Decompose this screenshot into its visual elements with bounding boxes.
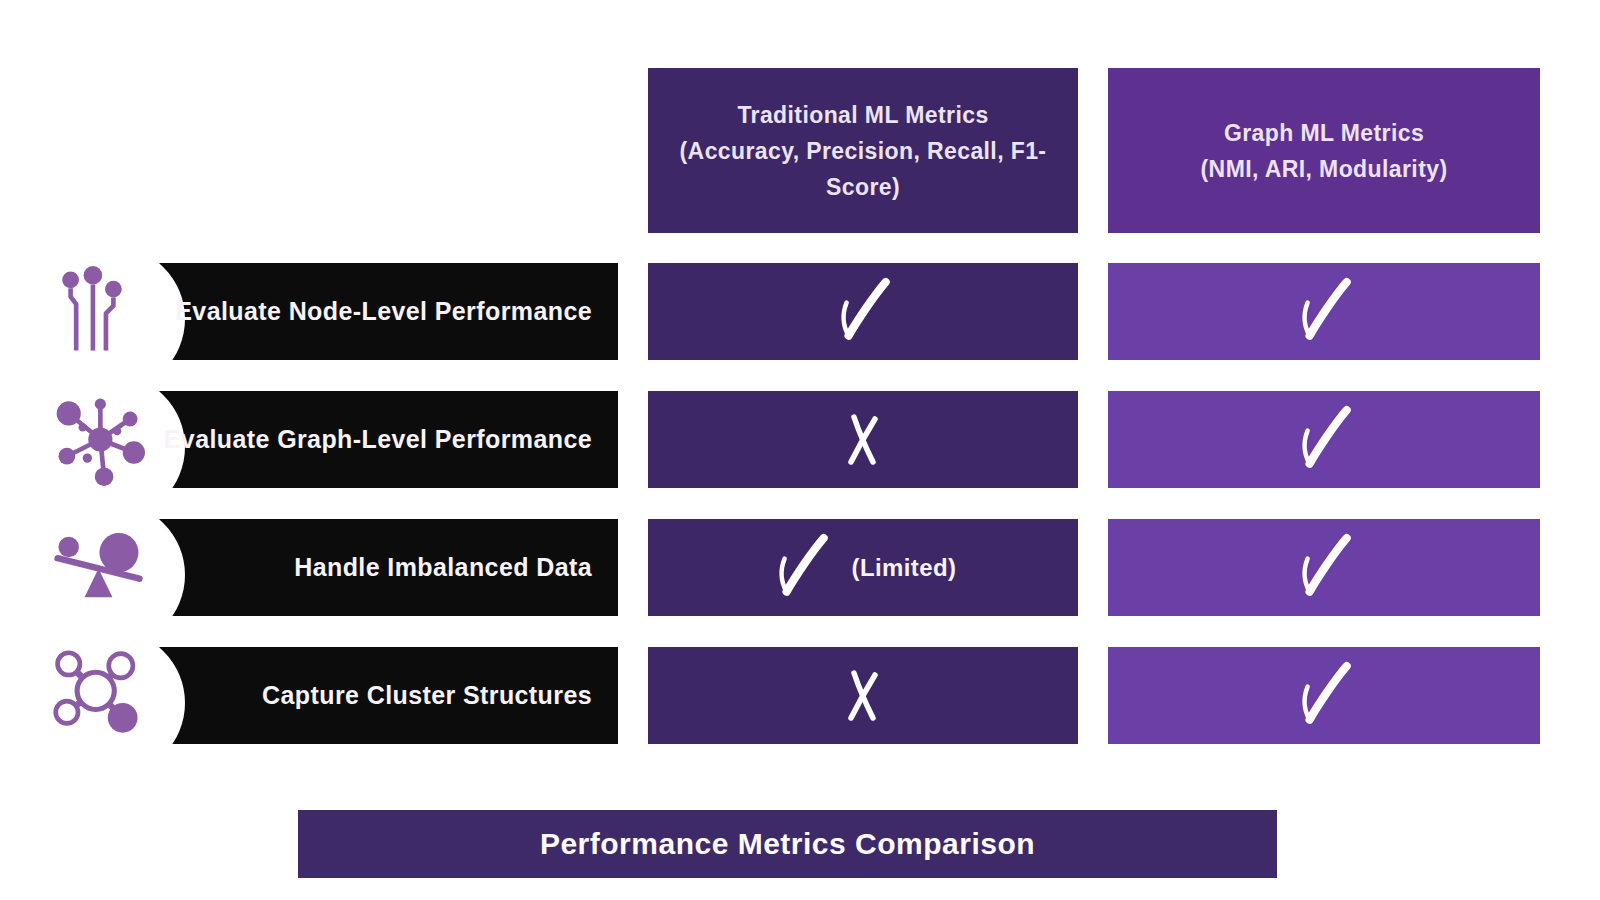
column-header-graph: Graph ML Metrics (NMI, ARI, Modularity) — [1108, 68, 1540, 233]
network-hub-icon — [52, 393, 145, 486]
cell-graph-graph-level — [1108, 391, 1540, 488]
node-branches-icon — [52, 265, 145, 358]
diagram-title: Performance Metrics Comparison — [540, 827, 1035, 861]
column-title: Traditional ML Metrics — [737, 97, 988, 133]
row-label-imbalanced-data: Handle Imbalanced Data — [100, 519, 618, 616]
x-mark-icon — [841, 666, 885, 726]
mark — [1293, 276, 1355, 348]
column-header-traditional: Traditional ML Metrics (Accuracy, Precis… — [648, 68, 1078, 233]
mark — [1293, 532, 1355, 604]
mark — [770, 532, 832, 604]
mark — [841, 410, 885, 470]
row-label-text: Evaluate Graph-Level Performance — [164, 425, 592, 454]
cell-graph-cluster-structures — [1108, 647, 1540, 744]
check-mark-icon — [770, 532, 832, 604]
x-mark-icon — [841, 410, 885, 470]
check-mark-icon — [1293, 404, 1355, 476]
mark — [1293, 404, 1355, 476]
row-label-text: Capture Cluster Structures — [262, 681, 592, 710]
cell-traditional-graph-level — [648, 391, 1078, 488]
diagram-title-bar: Performance Metrics Comparison — [298, 810, 1277, 878]
check-mark-icon — [832, 276, 894, 348]
mark — [841, 666, 885, 726]
row-label-text: Evaluate Node-Level Performance — [175, 297, 592, 326]
cell-traditional-node-level — [648, 263, 1078, 360]
check-mark-icon — [1293, 276, 1355, 348]
check-mark-icon — [1293, 660, 1355, 732]
cell-graph-imbalanced-data — [1108, 519, 1540, 616]
mark — [1293, 660, 1355, 732]
cluster-molecule-icon — [52, 649, 145, 742]
check-mark-icon — [1293, 532, 1355, 604]
row-label-cluster-structures: Capture Cluster Structures — [100, 647, 618, 744]
imbalance-scale-icon — [52, 521, 145, 614]
cell-traditional-imbalanced-data: (Limited) — [648, 519, 1078, 616]
row-label-graph-level: Evaluate Graph-Level Performance — [100, 391, 618, 488]
column-title: Graph ML Metrics — [1224, 115, 1424, 151]
row-label-node-level: Evaluate Node-Level Performance — [100, 263, 618, 360]
cell-graph-node-level — [1108, 263, 1540, 360]
column-subtitle: (Accuracy, Precision, Recall, F1-Score) — [672, 133, 1054, 205]
row-label-text: Handle Imbalanced Data — [294, 553, 592, 582]
limited-note: (Limited) — [852, 554, 957, 582]
column-subtitle: (NMI, ARI, Modularity) — [1201, 151, 1448, 187]
cell-traditional-cluster-structures — [648, 647, 1078, 744]
performance-metrics-comparison-diagram: Traditional ML Metrics (Accuracy, Precis… — [0, 0, 1600, 900]
mark — [832, 276, 894, 348]
